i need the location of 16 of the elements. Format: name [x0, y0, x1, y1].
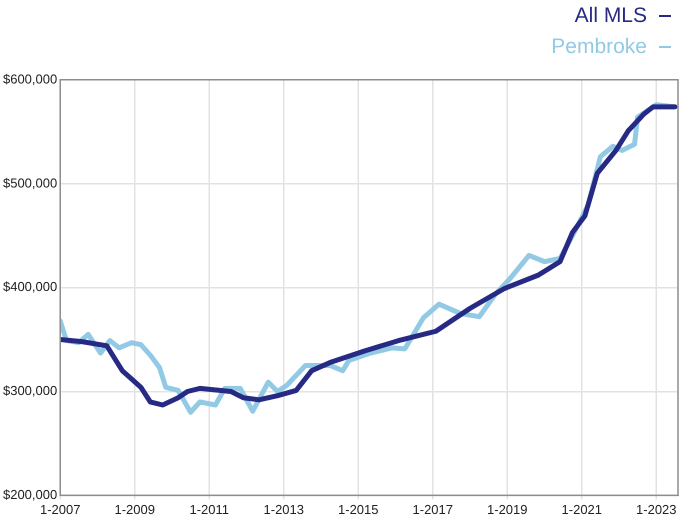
x-tick-label: 1-2009 [114, 502, 155, 517]
y-tick-label: $600,000 [2, 71, 58, 86]
x-tick-label: 1-2019 [487, 502, 528, 517]
y-tick-label: $400,000 [2, 279, 58, 294]
y-tick-label: $500,000 [2, 175, 58, 190]
y-tick-label: $300,000 [2, 383, 58, 398]
y-tick-label: $200,000 [2, 486, 58, 502]
x-tick-label: 1-2011 [189, 502, 229, 517]
x-tick-label: 1-2023 [636, 502, 677, 517]
x-tick-label: 1-2007 [40, 502, 80, 517]
x-tick-label: 1-2015 [338, 502, 378, 517]
x-tick-label: 1-2013 [263, 502, 304, 517]
legend-label: All MLS [574, 4, 647, 27]
x-tick-label: 1-2021 [562, 502, 602, 517]
legend-label: Pembroke [551, 35, 647, 58]
x-tick-label: 1-2017 [412, 502, 453, 517]
